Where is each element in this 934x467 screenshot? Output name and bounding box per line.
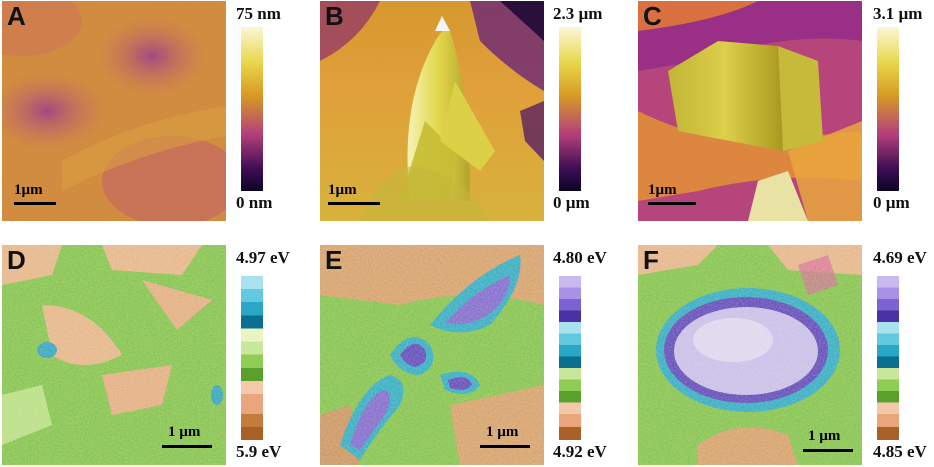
colorbar-max-label: 4.80 eV [553, 248, 607, 267]
scale-bar-label: 1µm [328, 182, 357, 198]
kpfm-map-d-render [2, 245, 226, 465]
panel-letter: F [643, 245, 659, 275]
colorbar-min-label: 5.9 eV [236, 442, 282, 461]
colorbar-max-label: 3.1 µm [873, 4, 923, 23]
scale-bar-label: 1 µm [486, 424, 519, 440]
colorbar-c [877, 27, 899, 191]
colorbar-min-label: 4.85 eV [873, 442, 927, 461]
colorbar-e [559, 276, 581, 440]
colorbar-max-label: 75 nm [236, 4, 281, 23]
panel-letter: D [7, 245, 26, 275]
scale-bar [162, 445, 212, 448]
scale-bar-label: 1µm [648, 182, 677, 198]
afm-topography-c-render [638, 1, 862, 221]
scale-bar-label: 1 µm [168, 424, 201, 440]
panel-letter: B [325, 1, 344, 31]
kpfm-map-f-render [638, 245, 862, 465]
scale-bar [803, 449, 853, 452]
scale-bar [328, 202, 380, 205]
colorbar-min-label: 4.92 eV [553, 442, 607, 461]
panel-letter: E [325, 245, 343, 275]
colorbar-min-label: 0 nm [236, 193, 273, 212]
panel-letter: A [7, 1, 26, 31]
colorbar-min-label: 0 µm [873, 193, 910, 212]
afm-image-b: B 1µm [320, 1, 544, 221]
scale-bar-label: 1 µm [808, 428, 841, 444]
kpfm-image-d: D 1 µm [2, 245, 226, 465]
kpfm-image-e: E 1 µm [320, 245, 544, 465]
colorbar-a [241, 27, 263, 191]
colorbar-max-label: 4.97 eV [236, 248, 290, 267]
afm-image-a: A 1µm [2, 1, 226, 221]
afm-topography-a-render [2, 1, 226, 221]
colorbar-d [241, 276, 263, 440]
scale-bar [14, 202, 56, 205]
colorbar-max-label: 4.69 eV [873, 248, 927, 267]
scale-bar-label: 1µm [14, 182, 43, 198]
colorbar-max-label: 2.3 µm [553, 4, 603, 23]
colorbar-b [559, 27, 581, 191]
scale-bar [480, 445, 530, 448]
colorbar-min-label: 0 µm [553, 193, 590, 212]
kpfm-image-f: F 1 µm [638, 245, 862, 465]
kpfm-map-e-render [320, 245, 544, 465]
panel-letter: C [643, 1, 662, 31]
colorbar-f [877, 276, 899, 440]
scale-bar [648, 202, 696, 205]
afm-topography-b-render [320, 1, 544, 221]
afm-image-c: C 1µm [638, 1, 862, 221]
